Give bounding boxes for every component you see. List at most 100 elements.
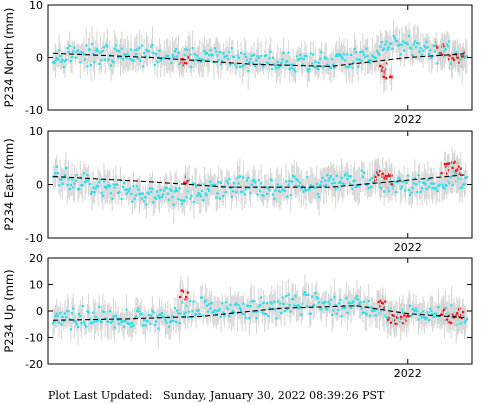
y-tick-label: 10 — [29, 125, 43, 138]
recent-data-point — [448, 320, 452, 324]
data-point — [446, 45, 450, 48]
data-point — [426, 46, 429, 49]
data-point — [391, 187, 394, 190]
data-point — [372, 55, 375, 58]
data-point — [449, 61, 452, 64]
data-point — [333, 66, 336, 69]
data-point — [122, 181, 126, 185]
data-point — [189, 197, 192, 200]
data-point — [195, 58, 198, 61]
data-point — [381, 49, 385, 52]
recent-data-point — [444, 165, 447, 168]
data-point — [257, 56, 260, 60]
data-point — [160, 195, 163, 199]
data-point — [75, 50, 78, 53]
data-point — [226, 307, 230, 311]
data-point — [132, 185, 135, 188]
data-point — [132, 324, 135, 327]
data-point — [232, 55, 236, 59]
data-point — [282, 52, 285, 55]
data-point — [278, 302, 282, 305]
recent-data-point — [384, 300, 387, 303]
data-point — [267, 62, 270, 65]
recent-data-point — [185, 62, 188, 65]
data-point — [98, 305, 101, 308]
data-point — [385, 316, 388, 319]
data-point — [403, 180, 406, 183]
data-point — [262, 301, 265, 305]
data-point — [184, 48, 187, 51]
data-point — [63, 60, 67, 63]
data-point — [138, 193, 141, 196]
plot-area — [52, 274, 468, 348]
data-point — [362, 53, 366, 56]
data-point — [335, 174, 338, 177]
recent-data-point — [444, 172, 448, 175]
y-tick-label: 0 — [36, 52, 43, 65]
data-point — [275, 186, 278, 189]
data-point — [410, 191, 413, 194]
data-point — [401, 311, 405, 314]
data-point — [242, 64, 245, 67]
data-point — [74, 56, 77, 59]
data-point — [414, 183, 418, 186]
data-point — [173, 307, 176, 310]
data-point — [349, 306, 353, 309]
data-point — [366, 305, 369, 308]
data-point — [315, 182, 318, 186]
data-point — [245, 304, 249, 307]
data-point — [151, 309, 154, 312]
data-point — [325, 308, 328, 311]
y-tick-label: -10 — [25, 232, 43, 245]
data-point — [322, 184, 325, 188]
data-point — [85, 44, 88, 47]
recent-data-point — [451, 166, 454, 170]
recent-data-point — [458, 172, 461, 175]
data-point — [387, 46, 390, 49]
data-point — [161, 57, 165, 60]
data-point — [183, 53, 186, 57]
data-point — [237, 56, 240, 59]
data-point — [195, 313, 198, 316]
data-point — [264, 54, 268, 57]
data-point — [334, 54, 337, 58]
data-point — [147, 50, 150, 53]
data-point — [410, 314, 413, 317]
data-point — [231, 310, 234, 313]
data-point — [52, 322, 55, 325]
data-point — [235, 65, 238, 69]
x-tick-label: 2022 — [394, 113, 422, 126]
data-point — [409, 46, 412, 49]
data-point — [179, 199, 182, 202]
data-point — [268, 57, 271, 60]
recent-data-point — [443, 162, 446, 166]
recent-data-point — [382, 306, 385, 310]
data-point — [455, 324, 458, 327]
data-point — [74, 320, 77, 323]
recent-data-point — [447, 58, 451, 61]
data-point — [229, 187, 232, 190]
data-point — [98, 62, 101, 65]
data-point — [228, 51, 231, 54]
data-point — [325, 183, 328, 187]
data-point — [368, 61, 372, 65]
data-point — [261, 311, 264, 314]
data-point — [81, 184, 84, 187]
data-point — [197, 192, 200, 195]
data-point — [354, 297, 357, 300]
data-point — [222, 311, 225, 314]
data-point — [288, 179, 291, 183]
data-point — [119, 56, 122, 59]
data-point — [141, 192, 145, 195]
data-point — [234, 185, 237, 189]
data-point — [309, 184, 312, 187]
y-tick-label: 0 — [36, 305, 43, 318]
data-point — [284, 295, 288, 298]
data-point — [245, 59, 249, 62]
data-point — [165, 186, 168, 189]
recent-data-point — [181, 289, 184, 292]
data-point — [357, 65, 360, 68]
data-point — [101, 49, 104, 53]
data-point — [247, 176, 250, 179]
recent-data-point — [462, 51, 465, 54]
